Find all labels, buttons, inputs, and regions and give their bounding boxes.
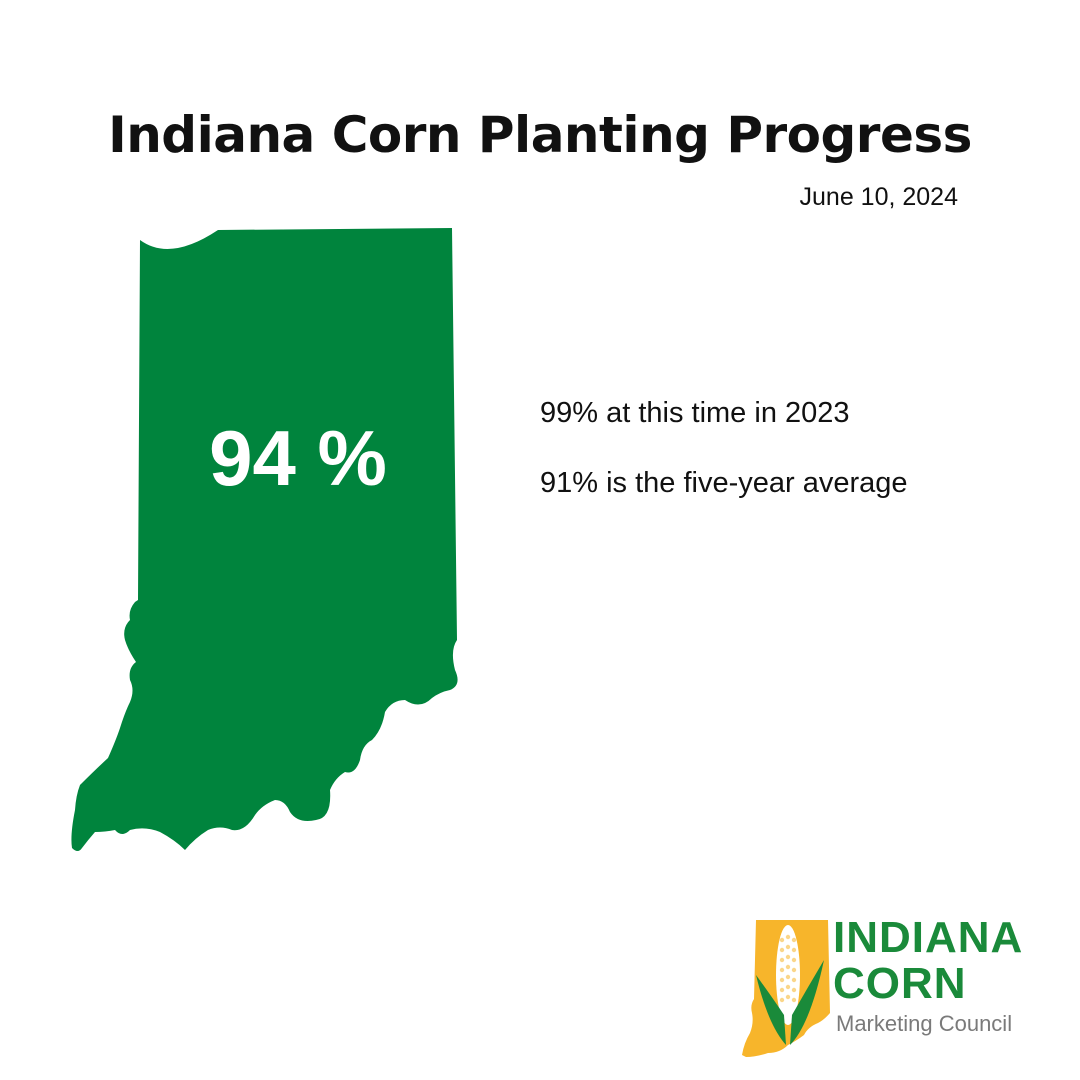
stat-last-year: 99% at this time in 2023 xyxy=(540,397,850,429)
logo-text-corn: CORN xyxy=(833,959,967,1008)
page-title: Indiana Corn Planting Progress xyxy=(108,106,972,164)
indiana-corn-logo: INDIANA CORN Marketing Council xyxy=(738,915,1068,1065)
logo-text-marketing-council: Marketing Council xyxy=(836,1011,1013,1036)
logo-leaf-right xyxy=(790,960,824,1045)
stat-five-year-average: 91% is the five-year average xyxy=(540,467,908,499)
logo-leaf-left xyxy=(756,975,786,1045)
report-date: June 10, 2024 xyxy=(799,183,958,211)
logo-text-indiana: INDIANA xyxy=(833,913,1024,962)
indiana-state-silhouette xyxy=(71,228,458,851)
corn-state-logo-icon xyxy=(742,920,830,1057)
current-progress-value: 94 % xyxy=(209,414,387,502)
